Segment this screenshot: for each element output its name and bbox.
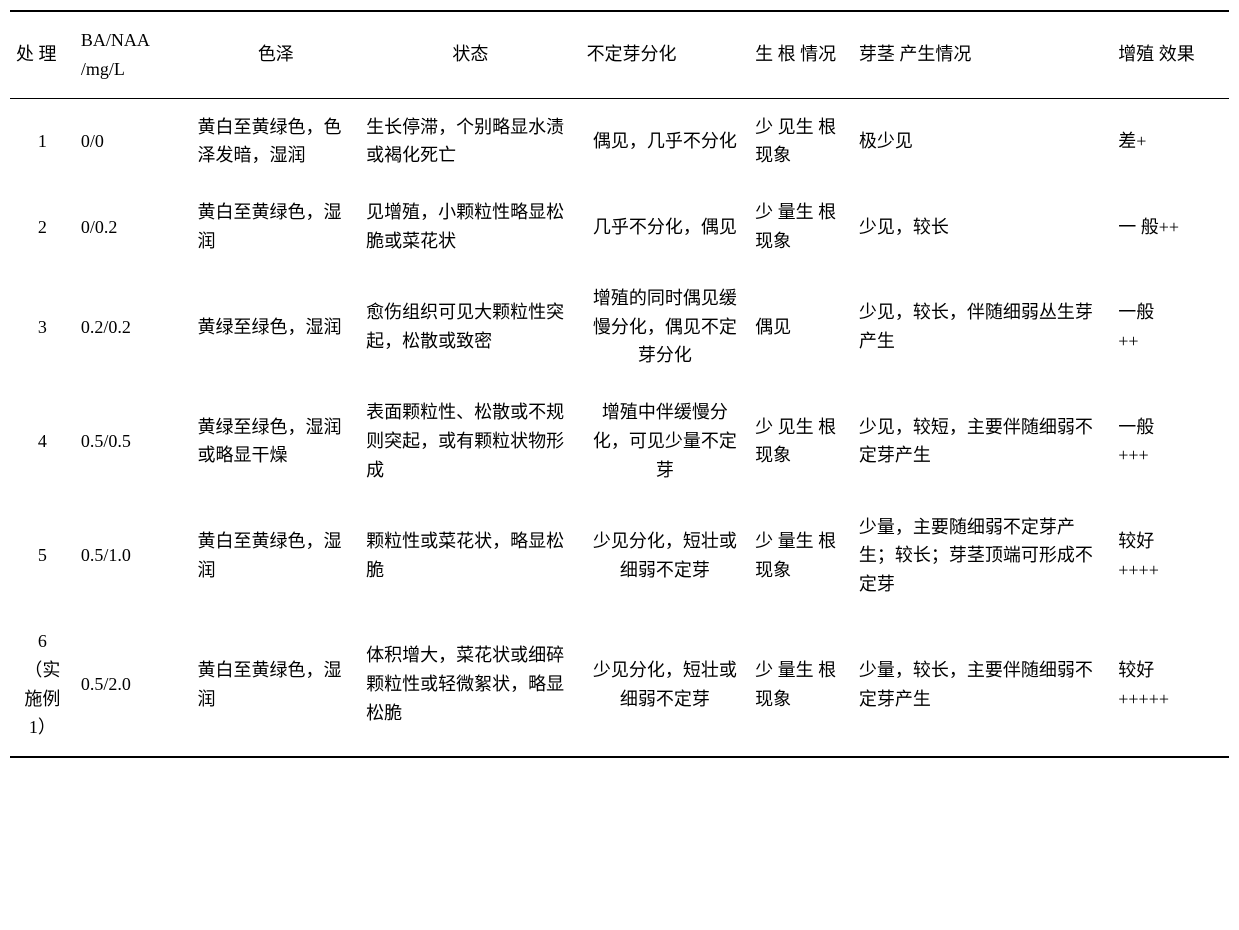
cell-treatment: 4 <box>10 384 75 498</box>
cell-diff: 偶见，几乎不分化 <box>581 98 750 184</box>
cell-diff: 几乎不分化，偶见 <box>581 184 750 270</box>
cell-color: 黄白至黄绿色，湿润 <box>192 499 361 613</box>
cell-state: 见增殖，小颗粒性略显松脆或菜花状 <box>360 184 580 270</box>
cell-stem: 少量，主要随细弱不定芽产生；较长；芽茎顶端可形成不定芽 <box>853 499 1112 613</box>
cell-diff: 少见分化，短壮或细弱不定芽 <box>581 613 750 757</box>
cell-state: 表面颗粒性、松散或不规则突起，或有颗粒状物形成 <box>360 384 580 498</box>
header-root: 生 根 情况 <box>749 11 853 98</box>
cell-state: 颗粒性或菜花状，略显松脆 <box>360 499 580 613</box>
cell-effect: 较好 ++++ <box>1112 499 1229 613</box>
header-row: 处 理 BA/NAA /mg/L 色泽 状态 不定芽分化 生 根 情况 芽茎 产… <box>10 11 1229 98</box>
experiment-table: 处 理 BA/NAA /mg/L 色泽 状态 不定芽分化 生 根 情况 芽茎 产… <box>10 10 1229 758</box>
cell-stem: 少量，较长，主要伴随细弱不定芽产生 <box>853 613 1112 757</box>
cell-root: 少 见生 根现象 <box>749 98 853 184</box>
header-state: 状态 <box>360 11 580 98</box>
header-treatment: 处 理 <box>10 11 75 98</box>
header-stem: 芽茎 产生情况 <box>853 11 1112 98</box>
header-color: 色泽 <box>192 11 361 98</box>
table-row: 20/0.2黄白至黄绿色，湿润见增殖，小颗粒性略显松脆或菜花状几乎不分化，偶见少… <box>10 184 1229 270</box>
cell-treatment: 2 <box>10 184 75 270</box>
table-row: 6 （实施例1）0.5/2.0黄白至黄绿色，湿润体积增大，菜花状或细碎颗粒性或轻… <box>10 613 1229 757</box>
table-row: 50.5/1.0黄白至黄绿色，湿润颗粒性或菜花状，略显松脆少见分化，短壮或细弱不… <box>10 499 1229 613</box>
cell-diff: 增殖中伴缓慢分化，可见少量不定芽 <box>581 384 750 498</box>
cell-ba_naa: 0.5/0.5 <box>75 384 192 498</box>
cell-state: 体积增大，菜花状或细碎颗粒性或轻微絮状，略显松脆 <box>360 613 580 757</box>
cell-root: 偶见 <box>749 270 853 384</box>
cell-color: 黄白至黄绿色，色泽发暗，湿润 <box>192 98 361 184</box>
cell-stem: 极少见 <box>853 98 1112 184</box>
cell-treatment: 5 <box>10 499 75 613</box>
cell-effect: 差+ <box>1112 98 1229 184</box>
cell-effect: 一般 ++ <box>1112 270 1229 384</box>
table-row: 10/0黄白至黄绿色，色泽发暗，湿润生长停滞，个别略显水渍或褐化死亡偶见，几乎不… <box>10 98 1229 184</box>
cell-root: 少 量生 根现象 <box>749 499 853 613</box>
cell-color: 黄白至黄绿色，湿润 <box>192 184 361 270</box>
cell-stem: 少见，较长，伴随细弱丛生芽产生 <box>853 270 1112 384</box>
cell-stem: 少见，较长 <box>853 184 1112 270</box>
cell-treatment: 1 <box>10 98 75 184</box>
cell-effect: 一般 +++ <box>1112 384 1229 498</box>
cell-treatment: 6 （实施例1） <box>10 613 75 757</box>
cell-root: 少 量生 根现象 <box>749 613 853 757</box>
table-body: 10/0黄白至黄绿色，色泽发暗，湿润生长停滞，个别略显水渍或褐化死亡偶见，几乎不… <box>10 98 1229 757</box>
cell-treatment: 3 <box>10 270 75 384</box>
header-diff: 不定芽分化 <box>581 11 750 98</box>
cell-root: 少 量生 根现象 <box>749 184 853 270</box>
cell-effect: 较好 +++++ <box>1112 613 1229 757</box>
cell-diff: 增殖的同时偶见缓慢分化，偶见不定芽分化 <box>581 270 750 384</box>
cell-root: 少 见生 根现象 <box>749 384 853 498</box>
cell-ba_naa: 0.5/2.0 <box>75 613 192 757</box>
header-effect: 增殖 效果 <box>1112 11 1229 98</box>
cell-state: 生长停滞，个别略显水渍或褐化死亡 <box>360 98 580 184</box>
cell-ba_naa: 0.2/0.2 <box>75 270 192 384</box>
cell-effect: 一 般++ <box>1112 184 1229 270</box>
header-ba-naa: BA/NAA /mg/L <box>75 11 192 98</box>
cell-state: 愈伤组织可见大颗粒性突起，松散或致密 <box>360 270 580 384</box>
cell-ba_naa: 0/0 <box>75 98 192 184</box>
cell-color: 黄绿至绿色，湿润 <box>192 270 361 384</box>
cell-stem: 少见，较短，主要伴随细弱不定芽产生 <box>853 384 1112 498</box>
table-row: 40.5/0.5黄绿至绿色，湿润或略显干燥表面颗粒性、松散或不规则突起，或有颗粒… <box>10 384 1229 498</box>
cell-ba_naa: 0/0.2 <box>75 184 192 270</box>
cell-color: 黄白至黄绿色，湿润 <box>192 613 361 757</box>
table-row: 30.2/0.2黄绿至绿色，湿润愈伤组织可见大颗粒性突起，松散或致密增殖的同时偶… <box>10 270 1229 384</box>
cell-ba_naa: 0.5/1.0 <box>75 499 192 613</box>
cell-diff: 少见分化，短壮或细弱不定芽 <box>581 499 750 613</box>
cell-color: 黄绿至绿色，湿润或略显干燥 <box>192 384 361 498</box>
